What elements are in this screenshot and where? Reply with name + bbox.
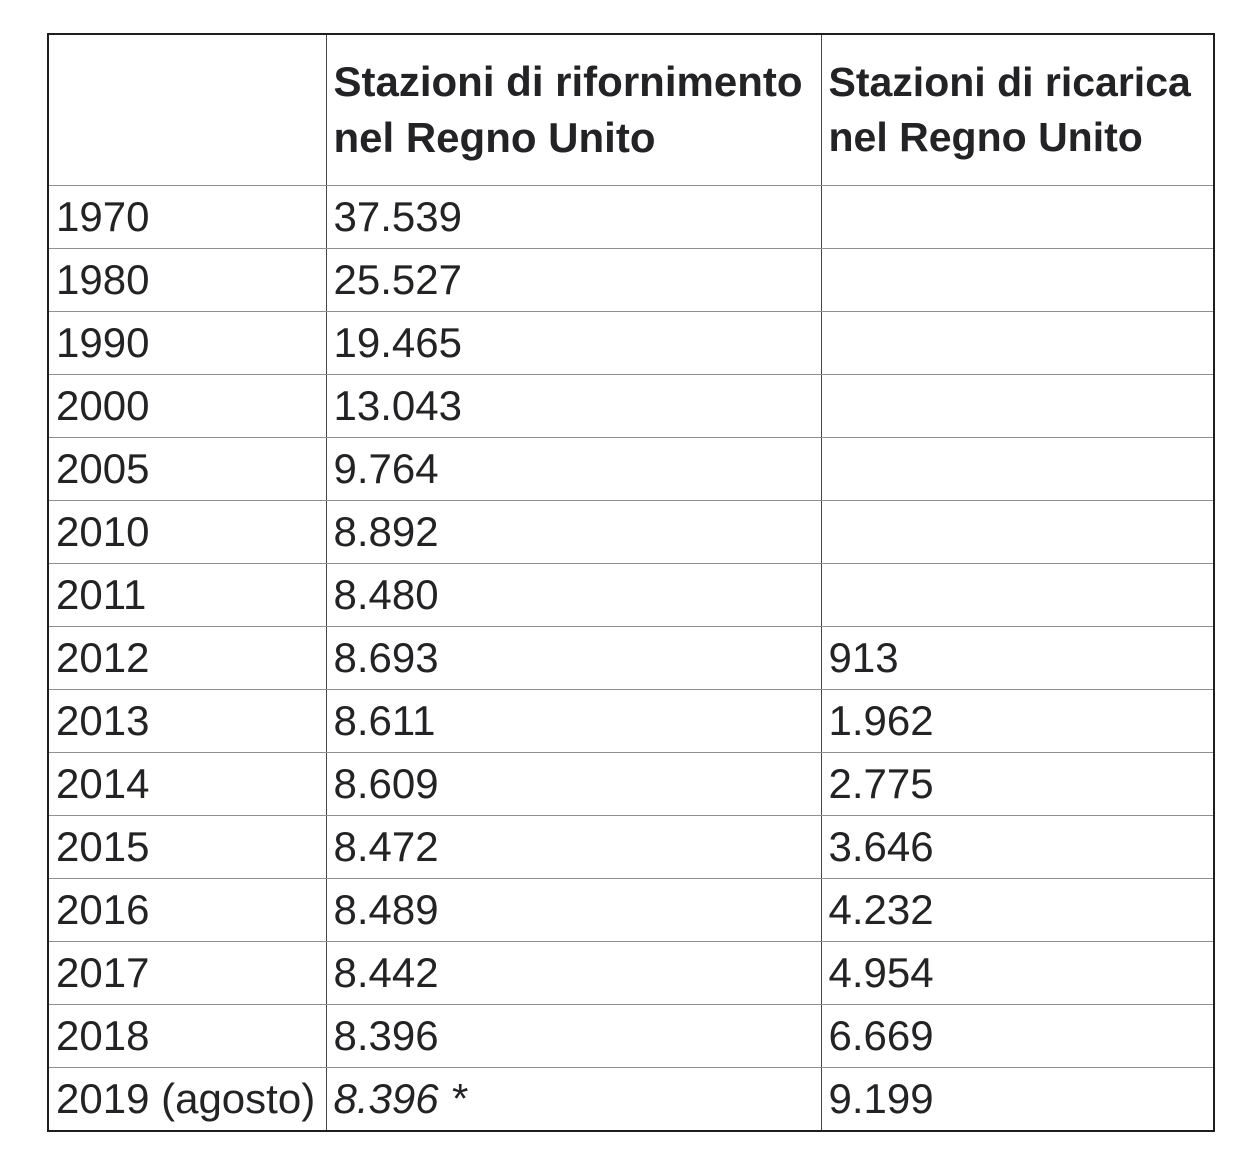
refuelling-value: 8.892: [325, 500, 822, 564]
header-year-cell: [47, 33, 327, 186]
charging-value: 6.669: [820, 1004, 1215, 1068]
charging-value: [820, 311, 1215, 375]
charging-value: [820, 374, 1215, 438]
refuelling-value: 8.611: [325, 689, 822, 753]
refuelling-value: 25.527: [325, 248, 822, 312]
year-cell: 2014: [47, 752, 327, 816]
table-row: 2017 8.442 4.954: [47, 941, 1215, 1005]
year-cell: 2000: [47, 374, 327, 438]
year-cell: 2015: [47, 815, 327, 879]
charging-value: 913: [820, 626, 1215, 690]
refuelling-value: 9.764: [325, 437, 822, 501]
year-cell: 1990: [47, 311, 327, 375]
charging-value: [820, 563, 1215, 627]
year-cell: 2018: [47, 1004, 327, 1068]
table-row: 2013 8.611 1.962: [47, 689, 1215, 753]
charging-value: 3.646: [820, 815, 1215, 879]
charging-value: [820, 185, 1215, 249]
table-row: 1970 37.539: [47, 185, 1215, 249]
charging-value: [820, 437, 1215, 501]
refuelling-value: 8.396: [325, 1004, 822, 1068]
year-cell: 2016: [47, 878, 327, 942]
year-cell: 2010: [47, 500, 327, 564]
table-row: 2011 8.480: [47, 563, 1215, 627]
charging-value: 4.232: [820, 878, 1215, 942]
header-charging-stations: Stazioni di ricarica nel Regno Unito: [820, 33, 1215, 186]
charging-value: 4.954: [820, 941, 1215, 1005]
refuelling-value: 8.609: [325, 752, 822, 816]
refuelling-value: 19.465: [325, 311, 822, 375]
year-cell: 2013: [47, 689, 327, 753]
year-cell: 1970: [47, 185, 327, 249]
charging-value: [820, 500, 1215, 564]
table-row: 1990 19.465: [47, 311, 1215, 375]
header-row: Stazioni di rifornimento nel Regno Unito…: [47, 33, 1215, 186]
refuelling-value-footnoted: 8.396 *: [325, 1067, 822, 1131]
table-row: 2010 8.892: [47, 500, 1215, 564]
refuelling-value: 13.043: [325, 374, 822, 438]
refuelling-value: 8.472: [325, 815, 822, 879]
header-refuelling-stations: Stazioni di rifornimento nel Regno Unito: [325, 33, 822, 186]
year-cell: 2019 (agosto): [47, 1067, 327, 1131]
refuelling-value: 8.442: [325, 941, 822, 1005]
table-row: 2015 8.472 3.646: [47, 815, 1215, 879]
table-row: 1980 25.527: [47, 248, 1215, 312]
refuelling-value: 8.480: [325, 563, 822, 627]
table-row: 2012 8.693 913: [47, 626, 1215, 690]
charging-value: [820, 248, 1215, 312]
uk-stations-table: Stazioni di rifornimento nel Regno Unito…: [47, 33, 1215, 1132]
year-cell: 1980: [47, 248, 327, 312]
refuelling-value: 8.693: [325, 626, 822, 690]
refuelling-value: 8.489: [325, 878, 822, 942]
year-cell: 2012: [47, 626, 327, 690]
year-cell: 2011: [47, 563, 327, 627]
table-row: 2016 8.489 4.232: [47, 878, 1215, 942]
charging-value: 2.775: [820, 752, 1215, 816]
table-row: 2000 13.043: [47, 374, 1215, 438]
table-row: 2005 9.764: [47, 437, 1215, 501]
charging-value: 1.962: [820, 689, 1215, 753]
refuelling-value: 37.539: [325, 185, 822, 249]
table-row: 2019 (agosto) 8.396 * 9.199: [47, 1067, 1215, 1131]
year-cell: 2005: [47, 437, 327, 501]
charging-value: 9.199: [820, 1067, 1215, 1131]
table-row: 2018 8.396 6.669: [47, 1004, 1215, 1068]
table-row: 2014 8.609 2.775: [47, 752, 1215, 816]
year-cell: 2017: [47, 941, 327, 1005]
